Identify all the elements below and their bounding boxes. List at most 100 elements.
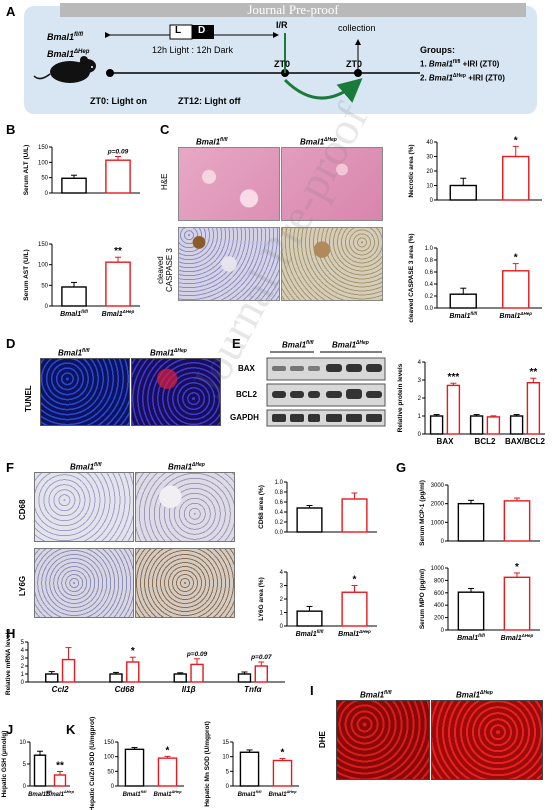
bar-control bbox=[458, 592, 483, 630]
y-tick-label: 40 bbox=[426, 140, 433, 146]
mouse-icon bbox=[34, 56, 96, 83]
y-tick-label: 0 bbox=[45, 191, 49, 197]
bar-control bbox=[471, 416, 483, 434]
significance-label: *** bbox=[448, 372, 460, 383]
y-tick-label: 10 bbox=[222, 755, 229, 761]
y-axis-label: Serum MPO (pg/ml) bbox=[419, 569, 426, 629]
cd68-image-ctrl bbox=[34, 472, 134, 542]
significance-label: p=0.09 bbox=[186, 651, 208, 658]
y-tick-label: 50 bbox=[107, 769, 114, 775]
bar-knockout bbox=[273, 760, 291, 786]
blot-bax-label: BAX bbox=[238, 364, 255, 373]
significance-label: * bbox=[166, 745, 170, 756]
bar-control bbox=[450, 294, 476, 308]
y-axis-label: Relative mRNA levels bbox=[5, 629, 12, 696]
panel-letter-e: E bbox=[232, 336, 241, 351]
category-label: Bmal1ΔHep bbox=[338, 629, 371, 638]
he-row-label: H&E bbox=[160, 174, 169, 190]
bar-control bbox=[62, 178, 86, 193]
chart-j: 0510Hepatic GSH (μmol/g)Bmal1fl/fl**Bmal… bbox=[0, 728, 75, 806]
bar-knockout bbox=[503, 271, 529, 308]
tunel-image-ctrl bbox=[40, 358, 130, 426]
y-axis-label: Relative protein levels bbox=[397, 363, 404, 432]
y-tick-label: 400 bbox=[434, 603, 445, 609]
category-label: BCL2 bbox=[475, 437, 496, 446]
he-image-ko bbox=[281, 147, 383, 221]
chart-f1: 0.00.20.40.60.81.0CD68 area (%) bbox=[245, 470, 385, 552]
bar-control bbox=[46, 674, 58, 682]
y-tick-label: 50 bbox=[41, 283, 48, 289]
ly6g-image-ctrl bbox=[34, 548, 134, 618]
category-label: Bmal1ΔHep bbox=[269, 789, 298, 798]
f-header-2: Bmal1ΔHep bbox=[168, 462, 205, 472]
d-header-1: Bmal1fl/fl bbox=[58, 348, 90, 358]
y-tick-label: 3 bbox=[418, 378, 422, 384]
y-tick-label: 0.8 bbox=[275, 490, 284, 496]
y-tick-label: 2000 bbox=[431, 502, 445, 508]
significance-label: p=0.09 bbox=[107, 149, 129, 156]
bar-control bbox=[297, 508, 322, 532]
ir-label: I/R bbox=[276, 20, 288, 30]
casp3-image-ko bbox=[281, 227, 383, 301]
y-tick-label: 200 bbox=[434, 616, 445, 622]
bar-knockout bbox=[342, 499, 367, 532]
panel-letter-g: G bbox=[396, 460, 406, 475]
bar-knockout bbox=[158, 758, 176, 786]
y-tick-label: 10 bbox=[426, 184, 433, 190]
ly6g-image-ko bbox=[135, 548, 235, 618]
category-label: Cd68 bbox=[115, 685, 135, 694]
y-tick-label: 30 bbox=[426, 155, 433, 161]
y-tick-label: 100 bbox=[38, 160, 49, 166]
e-header-2: Bmal1ΔHep bbox=[332, 340, 369, 350]
bar-knockout bbox=[191, 664, 203, 682]
e-header-1: Bmal1fl/fl bbox=[282, 340, 314, 350]
casp3-row-label: cleavedCASPASE 3 bbox=[156, 248, 174, 292]
panel-letter-f: F bbox=[6, 460, 14, 475]
tunel-row-label: TUNEL bbox=[24, 385, 33, 412]
y-tick-label: 0.6 bbox=[425, 270, 434, 276]
group-2: 2. Bmal1ΔHep +IRI (ZT0) bbox=[420, 73, 505, 83]
category-label: Bmal1ΔHep bbox=[154, 789, 183, 798]
y-tick-label: 0 bbox=[226, 784, 230, 790]
category-label: Tnfα bbox=[244, 685, 262, 694]
light-box-label: L bbox=[175, 25, 181, 36]
category-label: Bmal1fl/fl bbox=[123, 789, 148, 798]
tunel-image-ko bbox=[131, 358, 221, 426]
chart-k1: 050100150Hepatic Cu/Zn SOD (U/mgprot)Bma… bbox=[80, 728, 190, 806]
zt0-label-2: ZT0 bbox=[346, 59, 362, 69]
y-tick-label: 0 bbox=[441, 628, 445, 634]
significance-label: * bbox=[353, 575, 357, 586]
bar-control bbox=[62, 287, 86, 306]
y-tick-label: 5 bbox=[23, 762, 27, 768]
category-label: Bmal1fl/fl bbox=[449, 311, 478, 320]
y-tick-label: 3 bbox=[21, 656, 25, 662]
y-tick-label: 0.6 bbox=[275, 500, 284, 506]
y-tick-label: 1 bbox=[21, 672, 25, 678]
y-tick-label: 100 bbox=[104, 755, 115, 761]
cd68-row-label: CD68 bbox=[18, 500, 27, 520]
y-tick-label: 0.2 bbox=[275, 520, 284, 526]
bar-knockout bbox=[487, 417, 499, 434]
y-tick-label: 0 bbox=[111, 784, 115, 790]
bar-control bbox=[174, 674, 186, 682]
chart-c2: 0.00.20.40.60.81.0cleaved CASPASE 3 area… bbox=[392, 228, 552, 333]
mouse-label-2: Bmal1ΔHep bbox=[47, 49, 89, 59]
y-tick-label: 1.0 bbox=[425, 246, 434, 252]
y-axis-label: cleaved CASPASE 3 area (%) bbox=[408, 233, 415, 322]
i-header-1: Bmal1fl/fl bbox=[360, 690, 392, 700]
y-tick-label: 150 bbox=[104, 740, 115, 746]
y-axis-label: Hepatic Cu/Zn SOD (U/mgprot) bbox=[89, 717, 96, 810]
significance-label: p=0.07 bbox=[250, 654, 272, 661]
bar-knockout bbox=[504, 501, 529, 541]
y-tick-label: 10 bbox=[19, 740, 26, 746]
category-label: Bmal1fl/fl bbox=[296, 629, 325, 638]
y-tick-label: 4 bbox=[418, 360, 422, 366]
y-tick-label: 3000 bbox=[431, 483, 445, 489]
dark-box-label: D bbox=[198, 25, 205, 36]
chart-e: 01234Relative protein levels***BAXBCL2**… bbox=[390, 342, 550, 454]
bar-control bbox=[458, 504, 483, 541]
y-tick-label: 0.0 bbox=[425, 306, 434, 312]
collection-label: collection bbox=[338, 23, 376, 33]
y-tick-label: 4 bbox=[280, 570, 284, 576]
chart-g2: 02004006008001000Serum MPO (pg/ml)Bmal1f… bbox=[400, 560, 550, 650]
